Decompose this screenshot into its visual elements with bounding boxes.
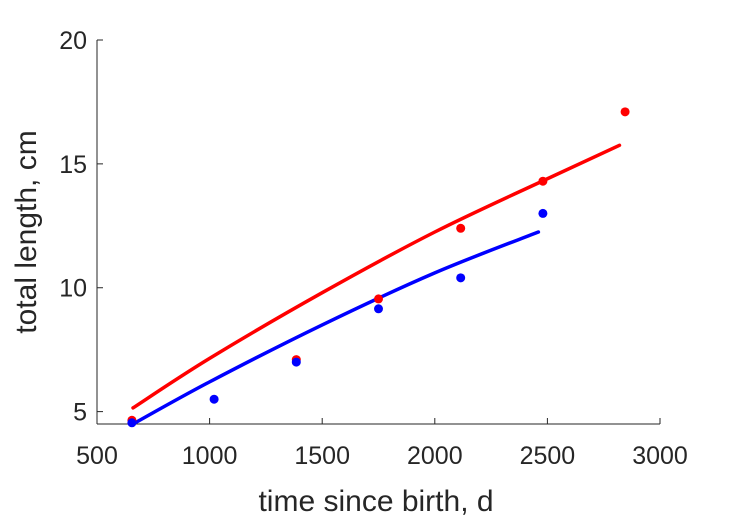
fit-curve-1 — [131, 230, 541, 426]
y-tick-label: 20 — [59, 27, 87, 55]
x-tick-label: 500 — [76, 442, 118, 470]
y-axis-label: total length, cm — [10, 130, 43, 333]
x-tick-label: 3000 — [632, 442, 688, 470]
data-point-1 — [209, 394, 219, 404]
data-point-0 — [620, 107, 630, 117]
y-tick-label: 5 — [73, 399, 87, 427]
axes: 500 1000 1500 2000 2500 3000 5 10 15 20 — [59, 27, 688, 470]
x-tick-label: 2000 — [407, 442, 463, 470]
y-tick-label: 15 — [59, 151, 87, 179]
x-tick-label: 2500 — [520, 442, 576, 470]
data-point-1 — [374, 304, 383, 314]
data-point-1 — [127, 418, 137, 428]
data-point-1 — [291, 357, 301, 367]
data-point-0 — [456, 223, 466, 233]
data-point-1 — [456, 273, 466, 283]
data-point-1 — [538, 208, 548, 218]
y-tick-label: 10 — [59, 275, 87, 303]
data-points — [127, 107, 630, 428]
x-axis-label: time since birth, d — [258, 485, 493, 518]
data-point-0 — [374, 294, 383, 304]
fit-curves — [131, 143, 622, 426]
x-tick-label: 1500 — [294, 442, 350, 470]
fit-curve-0 — [131, 143, 622, 410]
data-point-0 — [538, 176, 548, 186]
x-tick-label: 1000 — [182, 442, 238, 470]
